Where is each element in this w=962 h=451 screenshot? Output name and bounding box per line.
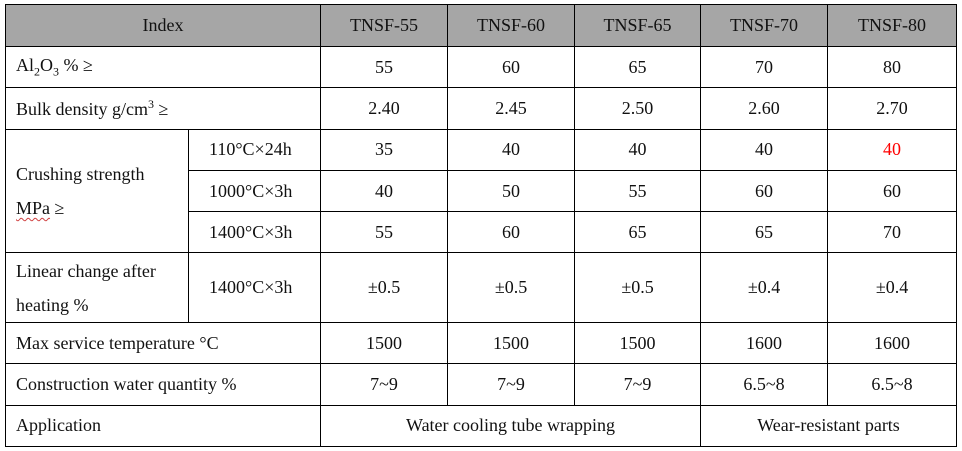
header-index: Index [4, 4, 322, 47]
cell-value: 40 [447, 128, 576, 171]
label-text: ≥ [50, 198, 65, 219]
cell-value: 2.45 [447, 87, 576, 130]
cell-value: 1500 [574, 321, 702, 365]
condition-cell: 1000°C×3h [187, 169, 322, 213]
cell-value: 80 [827, 45, 958, 89]
condition-cell: 110°C×24h [187, 128, 322, 171]
row-crushing-1400c: 1400°C×3h 55 60 65 65 70 [6, 211, 958, 254]
row-label-crushing-strength: Crushing strength MPa ≥ [5, 128, 189, 254]
row-crushing-110c: Crushing strength MPa ≥ 110°C×24h 35 40 4… [5, 128, 958, 254]
cell-value: 7~9 [320, 363, 449, 406]
label-text: % ≥ [59, 54, 93, 75]
cell-value: 6.5~8 [700, 363, 829, 406]
superscript: 3 [148, 96, 154, 111]
header-grade-tnsf-55: TNSF-55 [320, 4, 449, 47]
header-grade-tnsf-70: TNSF-70 [700, 4, 829, 47]
cell-value: ±0.5 [447, 252, 576, 323]
cell-value: 2.50 [574, 87, 702, 130]
header-grade-tnsf-80: TNSF-80 [827, 4, 958, 47]
cell-value: 1500 [447, 321, 576, 365]
cell-value: 40 [320, 169, 449, 213]
cell-value: 50 [447, 169, 576, 213]
row-label-water: Construction water quantity % [4, 363, 322, 406]
row-bulk-density: Bulk density g/cm3 ≥ 2.40 2.45 2.50 2.60… [4, 87, 958, 130]
cell-value: 70 [827, 211, 958, 254]
label-text: Linear change after [16, 260, 156, 281]
cell-value: 7~9 [574, 363, 702, 406]
cell-value: 60 [447, 211, 576, 254]
cell-value: 1500 [320, 321, 449, 365]
label-text: Crushing strength [16, 164, 145, 185]
cell-value: ±0.4 [700, 252, 829, 323]
cell-value: 1600 [827, 321, 958, 365]
row-al2o3: Al2O3 % ≥ 55 60 65 70 80 [4, 45, 958, 89]
cell-value: 65 [574, 45, 702, 89]
cell-value: 1600 [700, 321, 829, 365]
label-text: Bulk density g/cm [16, 98, 148, 119]
cell-value: 65 [574, 211, 702, 254]
header-grade-tnsf-65: TNSF-65 [574, 4, 702, 47]
cell-value: 35 [320, 128, 449, 171]
row-crushing-1000c: 1000°C×3h 40 50 55 60 60 [6, 169, 958, 213]
condition-cell: 1400°C×3h [187, 211, 322, 254]
header-row: Index TNSF-55 TNSF-60 TNSF-65 TNSF-70 TN… [4, 4, 958, 47]
row-max-service-temperature: Max service temperature °C 1500 1500 150… [4, 321, 958, 365]
label-text: heating % [16, 294, 89, 315]
row-label-max-temp: Max service temperature °C [4, 321, 322, 365]
specification-table: Index TNSF-55 TNSF-60 TNSF-65 TNSF-70 TN… [4, 4, 958, 448]
label-text: ≥ [154, 98, 169, 119]
cell-value: ±0.5 [574, 252, 702, 323]
header-grade-tnsf-60: TNSF-60 [447, 4, 576, 47]
cell-value: 6.5~8 [827, 363, 958, 406]
subscript: 3 [53, 64, 59, 79]
cell-value: 2.40 [320, 87, 449, 130]
cell-value: 60 [447, 45, 576, 89]
cell-value: 2.70 [827, 87, 958, 130]
label-text: O [40, 54, 53, 75]
row-label-application: Application [4, 404, 322, 448]
condition-cell: 1400°C×3h [187, 252, 322, 323]
cell-value: 65 [700, 211, 829, 254]
row-application: Application Water cooling tube wrapping … [4, 404, 958, 448]
cell-value: 7~9 [447, 363, 576, 406]
subscript: 2 [34, 64, 40, 79]
row-label-bulk-density: Bulk density g/cm3 ≥ [4, 87, 322, 130]
application-wear-resistant: Wear-resistant parts [700, 404, 958, 448]
application-water-cooling: Water cooling tube wrapping [320, 404, 702, 448]
row-construction-water: Construction water quantity % 7~9 7~9 7~… [4, 363, 958, 406]
label-text: Al [16, 54, 34, 75]
label-unit-spellcheck: MPa [16, 198, 51, 219]
cell-value: 2.60 [700, 87, 829, 130]
cell-value-highlighted: 40 [827, 128, 958, 171]
cell-value: 70 [700, 45, 829, 89]
cell-value: 40 [700, 128, 829, 171]
cell-value: 60 [827, 169, 958, 213]
cell-value: 55 [320, 45, 449, 89]
cell-value: ±0.4 [827, 252, 958, 323]
cell-value: 60 [700, 169, 829, 213]
row-label-linear-change: Linear change after heating % [5, 252, 189, 323]
row-linear-change: Linear change after heating % 1400°C×3h ±… [5, 252, 958, 323]
row-label-al2o3: Al2O3 % ≥ [4, 45, 322, 89]
cell-value: 55 [320, 211, 449, 254]
cell-value: 40 [574, 128, 702, 171]
cell-value: ±0.5 [320, 252, 449, 323]
cell-value: 55 [574, 169, 702, 213]
